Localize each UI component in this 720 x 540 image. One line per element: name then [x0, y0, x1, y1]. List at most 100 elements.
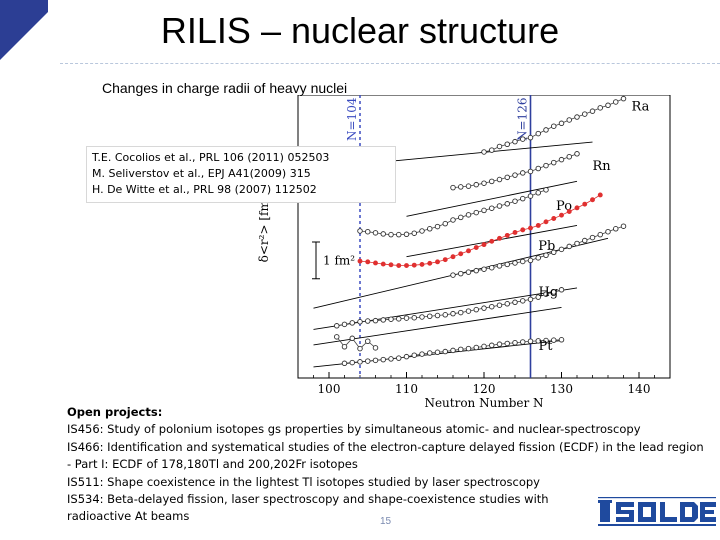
- data-point: [357, 258, 363, 264]
- data-point: [535, 255, 542, 261]
- data-point: [411, 230, 417, 236]
- data-point: [465, 308, 472, 314]
- reference-3: H. De Witte et al., PRL 98 (2007) 112502: [92, 183, 317, 196]
- data-point: [543, 219, 549, 225]
- data-point: [466, 248, 471, 254]
- data-point: [395, 231, 402, 238]
- data-point: [504, 174, 511, 181]
- data-point: [450, 184, 456, 191]
- slide-subtitle: Changes in charge radii of heavy nuclei: [102, 80, 348, 96]
- data-point: [496, 263, 503, 269]
- data-point: [364, 338, 371, 344]
- data-point: [566, 117, 573, 123]
- data-point: [489, 205, 495, 211]
- data-point: [481, 343, 487, 350]
- data-point: [481, 149, 487, 155]
- data-point: [527, 296, 534, 303]
- data-point: [357, 228, 363, 234]
- reference-1: T.E. Cocolios et al., PRL 106 (2011) 052…: [92, 151, 330, 164]
- data-point: [489, 264, 495, 271]
- reference-line-label: N=126: [516, 98, 530, 141]
- data-point: [535, 190, 542, 196]
- data-point: [512, 172, 518, 178]
- corner-decoration: [0, 0, 48, 60]
- data-point: [574, 205, 580, 211]
- data-point: [442, 220, 448, 227]
- data-point: [605, 228, 611, 235]
- data-point: [457, 309, 464, 316]
- data-point: [574, 114, 580, 120]
- data-point: [520, 195, 526, 202]
- data-point: [419, 314, 425, 320]
- data-point: [458, 251, 464, 257]
- data-point: [434, 223, 441, 230]
- data-point: [403, 315, 410, 321]
- data-point: [457, 184, 464, 190]
- data-point: [558, 287, 565, 293]
- data-point: [457, 270, 464, 277]
- series-label: Pb: [538, 239, 555, 254]
- series-line: [452, 153, 578, 189]
- data-point: [434, 349, 441, 356]
- data-point: [543, 187, 549, 193]
- data-point: [527, 134, 534, 141]
- data-point: [512, 260, 518, 266]
- data-point: [364, 228, 371, 235]
- data-point: [357, 345, 363, 352]
- data-point: [388, 316, 394, 322]
- data-point: [558, 337, 565, 343]
- data-point: [481, 266, 487, 272]
- data-point: [489, 238, 495, 244]
- data-point: [551, 159, 557, 166]
- data-point: [465, 183, 472, 189]
- data-point: [528, 225, 533, 231]
- data-point: [535, 165, 542, 172]
- data-point: [543, 291, 549, 297]
- data-point: [442, 312, 448, 318]
- data-point: [520, 339, 526, 345]
- data-point: [590, 197, 595, 203]
- y-axis-label: δ<r²> [fm²]: [257, 191, 271, 263]
- data-point: [535, 338, 542, 344]
- data-point: [481, 305, 487, 311]
- data-point: [535, 130, 542, 137]
- data-point: [473, 344, 479, 351]
- data-point: [411, 352, 417, 358]
- data-point: [527, 257, 534, 264]
- data-point: [520, 170, 526, 176]
- data-point: [442, 348, 448, 355]
- data-point: [396, 263, 402, 268]
- data-point: [473, 245, 479, 250]
- data-point: [620, 223, 627, 229]
- data-point: [411, 262, 417, 268]
- x-tick-label: 140: [628, 382, 651, 396]
- data-point: [372, 345, 379, 351]
- data-point: [465, 212, 472, 218]
- x-tick-label: 100: [318, 382, 341, 396]
- data-point: [566, 153, 573, 160]
- data-point: [574, 240, 580, 247]
- data-point: [512, 230, 518, 235]
- data-point: [489, 178, 495, 185]
- data-point: [496, 302, 503, 308]
- data-point: [504, 261, 511, 268]
- data-point: [504, 301, 511, 307]
- data-point: [520, 227, 526, 233]
- data-point: [527, 193, 534, 199]
- data-point: [512, 138, 518, 145]
- data-point: [551, 216, 557, 221]
- data-point: [551, 123, 557, 129]
- data-point: [613, 226, 619, 232]
- data-point: [419, 351, 425, 357]
- data-point: [450, 217, 456, 223]
- data-point: [504, 141, 511, 147]
- data-point: [489, 147, 495, 153]
- data-point: [496, 176, 503, 183]
- data-point: [388, 356, 394, 362]
- data-point: [497, 235, 502, 241]
- data-point: [582, 111, 588, 117]
- data-point: [597, 231, 604, 238]
- data-point: [582, 201, 588, 207]
- data-point: [496, 203, 503, 209]
- data-point: [489, 342, 495, 349]
